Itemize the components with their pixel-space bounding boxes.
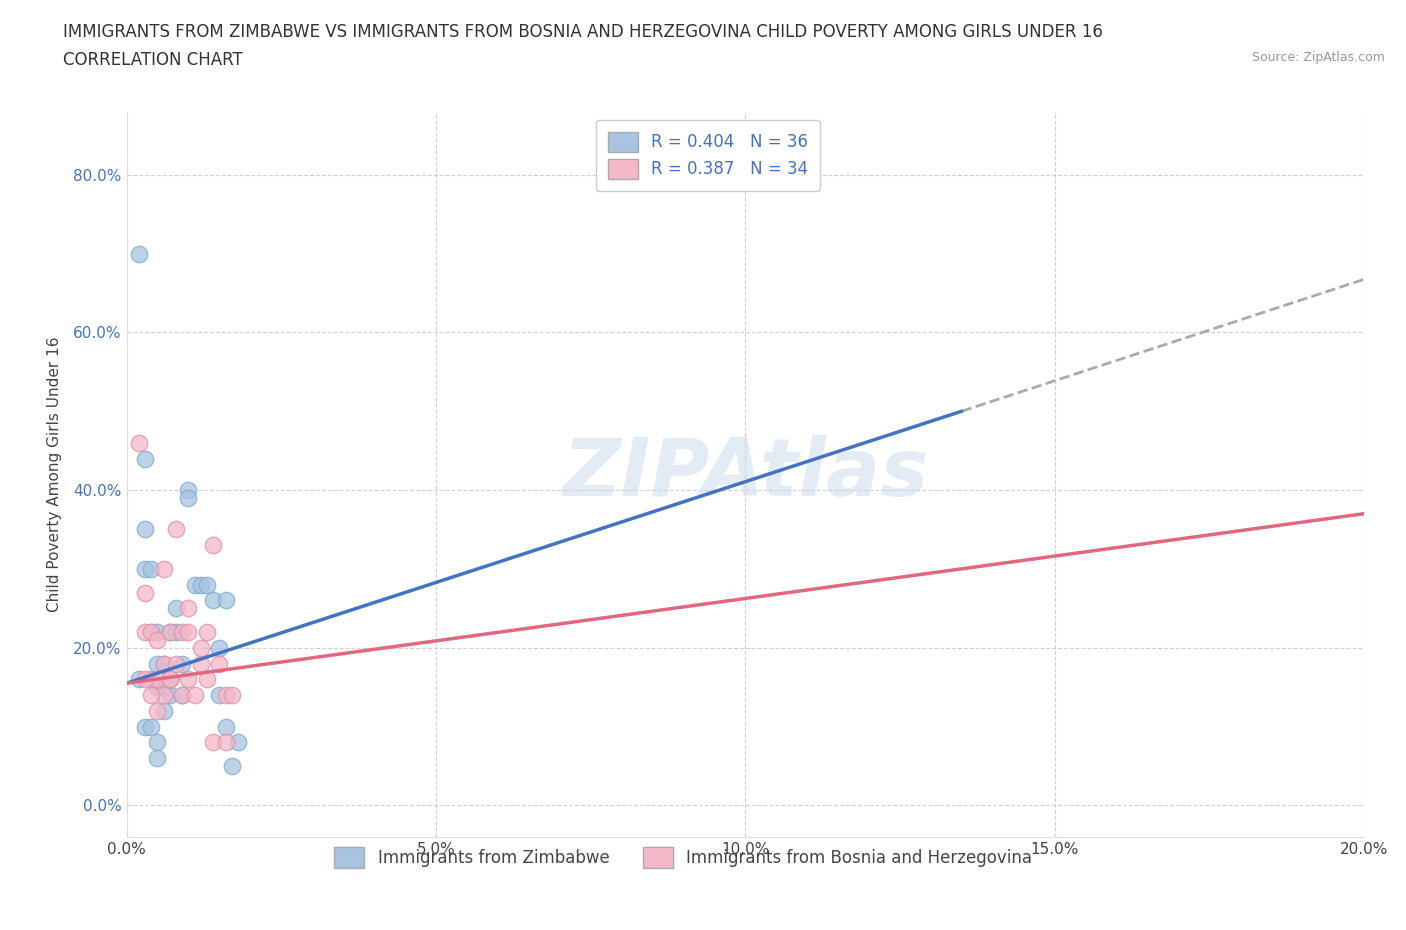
- Point: [134, 625, 156, 640]
- Point: [134, 671, 156, 686]
- Point: [202, 735, 225, 750]
- Text: Source: ZipAtlas.com: Source: ZipAtlas.com: [1251, 51, 1385, 64]
- Point: [172, 656, 194, 671]
- Text: ZIPAtlas: ZIPAtlas: [562, 435, 928, 513]
- Point: [134, 585, 156, 600]
- Point: [128, 246, 150, 261]
- Point: [183, 687, 205, 702]
- Point: [146, 751, 169, 765]
- Point: [146, 671, 169, 686]
- Point: [190, 641, 212, 656]
- Point: [165, 522, 187, 537]
- Point: [195, 625, 218, 640]
- Point: [146, 632, 169, 647]
- Point: [172, 687, 194, 702]
- Y-axis label: Child Poverty Among Girls Under 16: Child Poverty Among Girls Under 16: [46, 337, 62, 612]
- Point: [159, 671, 181, 686]
- Point: [208, 687, 231, 702]
- Point: [177, 483, 200, 498]
- Point: [177, 625, 200, 640]
- Point: [146, 703, 169, 718]
- Point: [152, 703, 174, 718]
- Point: [141, 625, 163, 640]
- Point: [141, 625, 163, 640]
- Point: [214, 593, 236, 608]
- Point: [195, 578, 218, 592]
- Point: [128, 671, 150, 686]
- Point: [165, 625, 187, 640]
- Point: [177, 601, 200, 616]
- Point: [146, 680, 169, 695]
- Point: [159, 625, 181, 640]
- Point: [152, 687, 174, 702]
- Point: [128, 435, 150, 450]
- Point: [183, 578, 205, 592]
- Point: [214, 735, 236, 750]
- Point: [172, 625, 194, 640]
- Point: [152, 680, 174, 695]
- Point: [159, 671, 181, 686]
- Point: [190, 656, 212, 671]
- Point: [202, 538, 225, 552]
- Point: [208, 656, 231, 671]
- Point: [134, 719, 156, 734]
- Point: [221, 759, 243, 774]
- Point: [214, 719, 236, 734]
- Point: [146, 735, 169, 750]
- Point: [134, 522, 156, 537]
- Point: [134, 451, 156, 466]
- Point: [146, 656, 169, 671]
- Point: [141, 687, 163, 702]
- Point: [221, 687, 243, 702]
- Point: [226, 735, 249, 750]
- Point: [177, 490, 200, 505]
- Text: CORRELATION CHART: CORRELATION CHART: [63, 51, 243, 69]
- Point: [165, 601, 187, 616]
- Point: [172, 687, 194, 702]
- Point: [159, 687, 181, 702]
- Point: [152, 656, 174, 671]
- Point: [134, 562, 156, 577]
- Legend: Immigrants from Zimbabwe, Immigrants from Bosnia and Herzegovina: Immigrants from Zimbabwe, Immigrants fro…: [323, 836, 1043, 880]
- Point: [146, 625, 169, 640]
- Point: [152, 656, 174, 671]
- Point: [152, 562, 174, 577]
- Point: [141, 562, 163, 577]
- Point: [190, 578, 212, 592]
- Point: [177, 671, 200, 686]
- Point: [165, 656, 187, 671]
- Text: IMMIGRANTS FROM ZIMBABWE VS IMMIGRANTS FROM BOSNIA AND HERZEGOVINA CHILD POVERTY: IMMIGRANTS FROM ZIMBABWE VS IMMIGRANTS F…: [63, 23, 1104, 41]
- Point: [208, 641, 231, 656]
- Point: [202, 593, 225, 608]
- Point: [159, 625, 181, 640]
- Point: [141, 671, 163, 686]
- Point: [214, 687, 236, 702]
- Point: [141, 719, 163, 734]
- Point: [195, 671, 218, 686]
- Point: [159, 671, 181, 686]
